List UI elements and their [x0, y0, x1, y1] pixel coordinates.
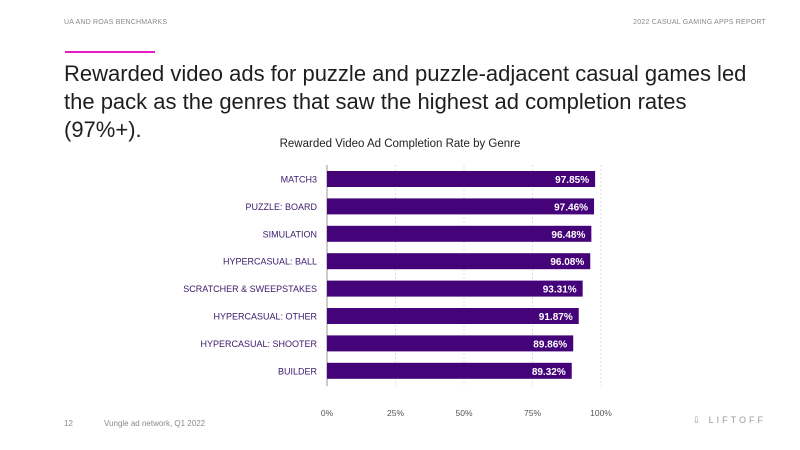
bar — [327, 198, 595, 215]
x-tick-label: 25% — [387, 408, 404, 418]
bar — [327, 335, 574, 352]
headline: Rewarded video ads for puzzle and puzzle… — [64, 61, 747, 142]
data-label: 93.31% — [543, 285, 577, 296]
logo-text: LIFTOFF — [708, 415, 766, 425]
category-label: SIMULATION — [263, 229, 317, 239]
section-label: UA AND ROAS BENCHMARKS — [64, 19, 168, 26]
data-label: 89.32% — [532, 367, 566, 378]
page-number: 12 — [64, 419, 73, 428]
x-tick-label: 0% — [321, 408, 334, 418]
rocket-icon: ⇩ — [692, 415, 709, 425]
bar — [327, 171, 596, 187]
x-tick-label: 75% — [524, 408, 541, 418]
data-label: 89.86% — [533, 339, 567, 350]
category-label: PUZZLE: BOARD — [245, 202, 317, 212]
data-label: 96.48% — [551, 230, 585, 241]
bar — [327, 225, 592, 242]
category-label: BUILDER — [278, 366, 318, 376]
accent-rule — [65, 51, 155, 53]
category-label: MATCH3 — [281, 175, 317, 185]
data-label: 97.85% — [555, 175, 589, 186]
bar — [327, 308, 579, 324]
bar — [327, 362, 572, 379]
x-tick-label: 100% — [590, 408, 612, 418]
category-label: SCRATCHER & SWEEPSTAKES — [183, 284, 317, 294]
category-label: HYPERCASUAL: BALL — [223, 257, 317, 267]
liftoff-logo: ⇩ LIFTOFF — [693, 415, 766, 426]
report-title: 2022 CASUAL GAMING APPS REPORT — [633, 19, 766, 26]
data-label: 91.87% — [539, 312, 573, 323]
bar — [327, 280, 583, 297]
data-label: 97.46% — [554, 202, 588, 213]
bar — [327, 253, 591, 270]
chart-title: Rewarded Video Ad Completion Rate by Gen… — [280, 138, 521, 150]
data-label: 96.08% — [550, 257, 584, 268]
category-label: HYPERCASUAL: SHOOTER — [200, 339, 317, 349]
x-tick-label: 50% — [455, 408, 472, 418]
source-note: Vungle ad network, Q1 2022 — [104, 419, 206, 428]
category-label: HYPERCASUAL: OTHER — [213, 312, 317, 322]
